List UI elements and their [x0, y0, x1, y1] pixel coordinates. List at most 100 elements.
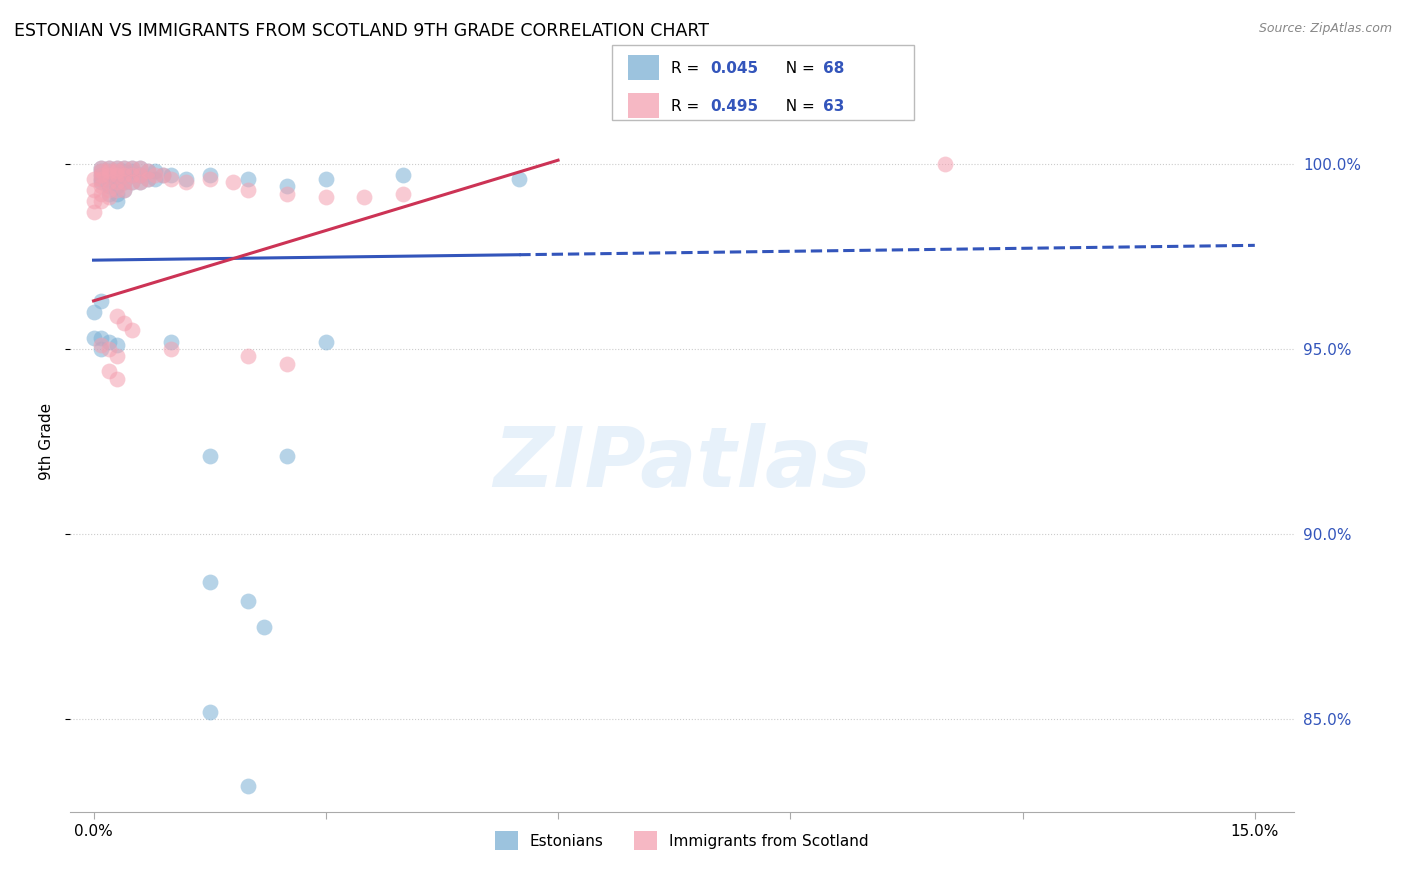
Text: Source: ZipAtlas.com: Source: ZipAtlas.com: [1258, 22, 1392, 36]
Point: [198, 171, 221, 186]
Point: [83, 331, 105, 345]
Text: N =: N =: [776, 62, 820, 77]
Point: [114, 183, 136, 197]
Point: [222, 176, 245, 190]
Point: [238, 593, 260, 607]
Point: [114, 168, 136, 182]
Point: [98, 179, 121, 194]
Point: [98, 161, 121, 175]
Point: [121, 324, 143, 338]
Point: [114, 164, 136, 178]
Point: [276, 450, 298, 464]
Point: [90, 293, 112, 308]
Point: [90, 161, 112, 175]
Point: [315, 171, 337, 186]
Point: [90, 186, 112, 201]
Point: [129, 168, 152, 182]
Point: [98, 342, 121, 356]
Legend: Estonians, Immigrants from Scotland: Estonians, Immigrants from Scotland: [489, 825, 875, 856]
Point: [98, 164, 121, 178]
Text: R =: R =: [671, 62, 704, 77]
Point: [121, 168, 143, 182]
Point: [392, 168, 415, 182]
Point: [114, 316, 136, 330]
Point: [160, 168, 183, 182]
Point: [136, 171, 159, 186]
Point: [90, 179, 112, 194]
Point: [105, 168, 128, 182]
Point: [83, 171, 105, 186]
Text: ZIPatlas: ZIPatlas: [494, 423, 870, 504]
Point: [136, 164, 159, 178]
Point: [238, 183, 260, 197]
Point: [129, 176, 152, 190]
Point: [238, 171, 260, 186]
Text: 0.495: 0.495: [710, 99, 758, 114]
Point: [90, 164, 112, 178]
Point: [198, 575, 221, 590]
Point: [90, 164, 112, 178]
Point: [129, 168, 152, 182]
Point: [121, 161, 143, 175]
Point: [105, 371, 128, 385]
Point: [129, 161, 152, 175]
Point: [90, 342, 112, 356]
Point: [934, 157, 956, 171]
Point: [145, 168, 167, 182]
Point: [83, 183, 105, 197]
Text: 63: 63: [823, 99, 844, 114]
Point: [121, 168, 143, 182]
Point: [105, 309, 128, 323]
Point: [98, 168, 121, 182]
Point: [392, 186, 415, 201]
Point: [276, 186, 298, 201]
Point: [136, 171, 159, 186]
Point: [238, 779, 260, 793]
Point: [90, 161, 112, 175]
Point: [121, 176, 143, 190]
Point: [90, 168, 112, 182]
Point: [176, 176, 198, 190]
Point: [129, 161, 152, 175]
Point: [508, 171, 530, 186]
Point: [198, 705, 221, 719]
Point: [98, 176, 121, 190]
Text: 68: 68: [823, 62, 844, 77]
Point: [105, 338, 128, 352]
Point: [105, 161, 128, 175]
Point: [129, 176, 152, 190]
Point: [114, 161, 136, 175]
Point: [98, 334, 121, 349]
Point: [198, 168, 221, 182]
Point: [98, 171, 121, 186]
Point: [98, 164, 121, 178]
Point: [105, 194, 128, 208]
Point: [253, 620, 276, 634]
Point: [160, 342, 183, 356]
Point: [315, 334, 337, 349]
Point: [90, 331, 112, 345]
Point: [114, 161, 136, 175]
Point: [238, 350, 260, 364]
Point: [121, 176, 143, 190]
Point: [90, 176, 112, 190]
Point: [98, 183, 121, 197]
Text: 0.045: 0.045: [710, 62, 758, 77]
Point: [121, 161, 143, 175]
Point: [145, 164, 167, 178]
Point: [90, 338, 112, 352]
Point: [114, 183, 136, 197]
Point: [105, 179, 128, 194]
Point: [83, 205, 105, 219]
Point: [145, 171, 167, 186]
Point: [136, 164, 159, 178]
Point: [105, 350, 128, 364]
Point: [90, 168, 112, 182]
Point: [353, 190, 375, 204]
Point: [105, 186, 128, 201]
Point: [90, 194, 112, 208]
Point: [121, 164, 143, 178]
Point: [276, 357, 298, 371]
Point: [160, 171, 183, 186]
Point: [114, 176, 136, 190]
